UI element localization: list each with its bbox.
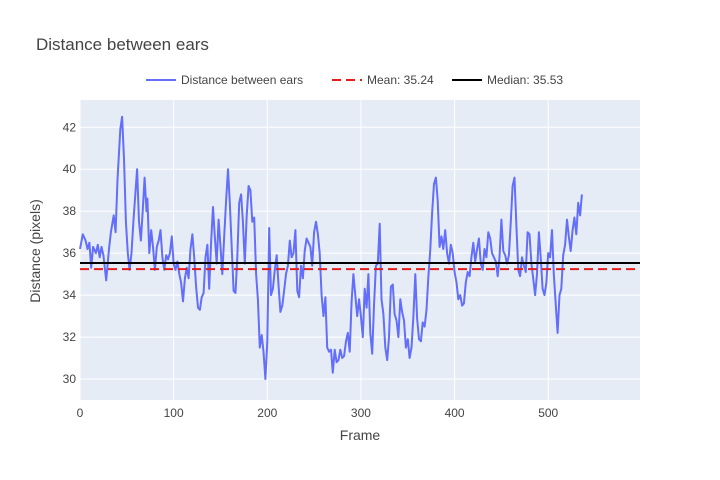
- legend-label: Median: 35.53: [487, 73, 563, 87]
- x-axis-title: Frame: [340, 427, 381, 443]
- y-axis-ticks: 30 32 34 36 38 40 42: [63, 120, 77, 386]
- y-tick-label: 32: [63, 330, 77, 344]
- x-tick-label: 0: [77, 406, 84, 420]
- legend-item-mean[interactable]: Mean: 35.24: [332, 73, 434, 87]
- x-tick-label: 500: [538, 406, 558, 420]
- legend-label: Mean: 35.24: [367, 73, 434, 87]
- legend[interactable]: Distance between ears Mean: 35.24 Median: …: [146, 73, 563, 87]
- x-tick-label: 200: [257, 406, 277, 420]
- y-tick-label: 34: [63, 288, 77, 302]
- series-line-distance: [79, 115, 583, 380]
- x-tick-label: 100: [164, 406, 184, 420]
- grid-lines: [79, 100, 640, 400]
- y-tick-label: 30: [63, 372, 77, 386]
- legend-item-distance[interactable]: Distance between ears: [146, 73, 303, 87]
- y-tick-label: 42: [63, 120, 77, 134]
- legend-item-median[interactable]: Median: 35.53: [452, 73, 563, 87]
- y-tick-label: 36: [63, 246, 77, 260]
- x-axis-ticks: 0 100 200 300 400 500: [77, 406, 559, 420]
- x-tick-label: 300: [351, 406, 371, 420]
- y-tick-label: 38: [63, 204, 77, 218]
- legend-label: Distance between ears: [181, 73, 303, 87]
- chart-title: Distance between ears: [36, 35, 209, 54]
- plot-area: [80, 100, 640, 400]
- data-lines: [79, 115, 640, 380]
- y-tick-label: 40: [63, 162, 77, 176]
- x-tick-label: 400: [445, 406, 465, 420]
- y-axis-title: Distance (pixels): [27, 199, 43, 302]
